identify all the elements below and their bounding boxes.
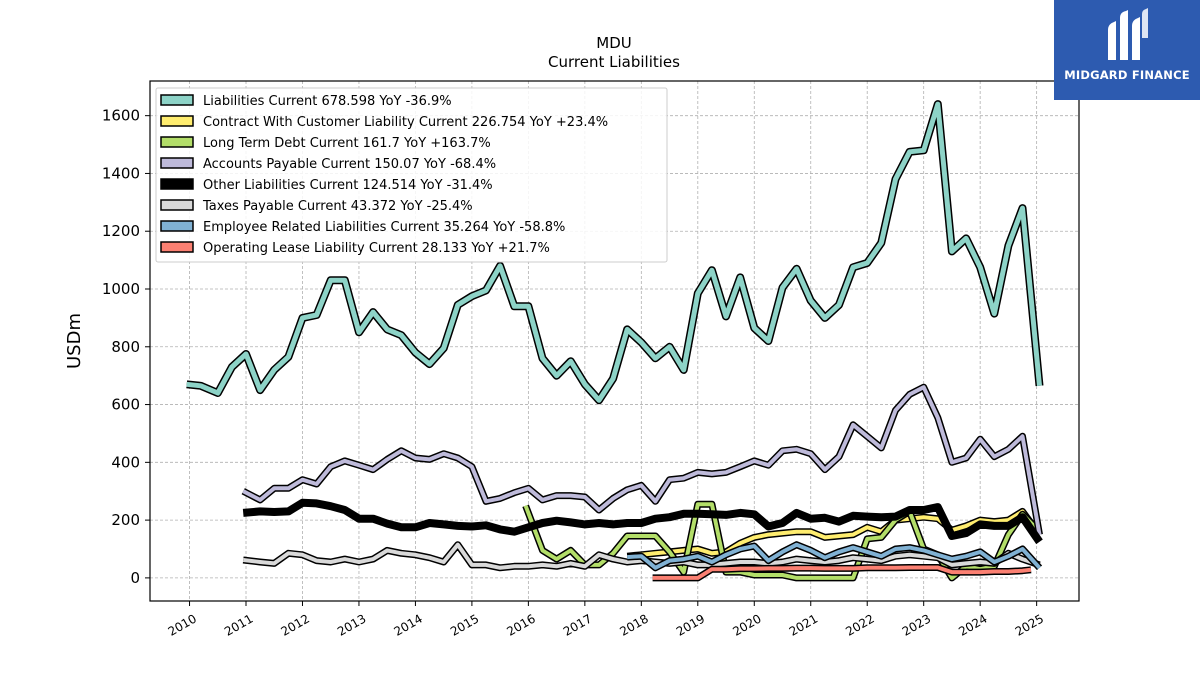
x-tick-label: 2023: [900, 611, 933, 638]
x-tick-label: 2024: [956, 611, 989, 638]
legend-swatch: [160, 115, 194, 127]
series-2-line: [627, 509, 1042, 559]
series-4-line: [242, 385, 1042, 535]
y-tick-label: 1400: [102, 164, 140, 182]
legend-entry: Liabilities Current 678.598 YoY -36.9%: [203, 94, 452, 109]
series-5-line: [242, 498, 1043, 545]
legend-swatch: [160, 241, 194, 253]
x-tick-label: 2025: [1013, 611, 1046, 638]
y-axis: 0 200 400 600 800 1000 1200 1400 1600: [102, 107, 150, 587]
y-tick-label: 800: [111, 338, 140, 356]
chart-title: MDU: [596, 34, 631, 52]
series-1-group: [186, 100, 1044, 405]
x-tick-label: 2021: [787, 611, 820, 638]
legend-swatch: [160, 199, 194, 211]
x-tick-label: 2018: [617, 611, 650, 638]
legend-entry: Employee Related Liabilities Current 35.…: [203, 220, 565, 235]
chart-subtitle: Current Liabilities: [548, 53, 680, 71]
x-tick-label: 2015: [448, 611, 481, 638]
series-5-group: [242, 498, 1043, 545]
legend: Liabilities Current 678.598 YoY -36.9% Co…: [155, 87, 668, 263]
y-tick-label: 1200: [102, 222, 140, 240]
series-7-line: [627, 542, 1041, 570]
legend-swatch: [160, 94, 194, 106]
series-4-group: [241, 383, 1043, 536]
midgard-finance-logo: MIDGARD FINANCE: [1054, 0, 1200, 100]
x-tick-label: 2011: [222, 611, 255, 638]
series-3-line: [523, 502, 1041, 580]
x-axis: 2010 2011 2012 2013 2014 2015 2016 2017 2018 2019…: [166, 601, 1046, 639]
x-tick-label: 2017: [561, 611, 594, 638]
plot-area-frame: [149, 80, 1080, 602]
x-tick-label: 2019: [674, 611, 707, 638]
legend-swatch: [160, 178, 194, 190]
series-2-group: [626, 507, 1043, 560]
series-1-line: [186, 101, 1042, 403]
y-tick-label: 1600: [102, 107, 140, 125]
legend-swatch: [160, 157, 194, 169]
legend-swatch: [160, 136, 194, 148]
legend-entry: Other Liabilities Current 124.514 YoY -3…: [203, 178, 493, 193]
x-tick-label: 2010: [166, 611, 199, 638]
series-7-group: [626, 541, 1043, 572]
logo-brand-text: MIDGARD FINANCE: [1064, 68, 1190, 82]
x-tick-label: 2022: [843, 611, 876, 638]
y-axis-label: USDm: [64, 313, 85, 369]
legend-entry: Operating Lease Liability Current 28.133…: [203, 241, 550, 256]
legend-entry: Long Term Debt Current 161.7 YoY +163.7%: [203, 136, 491, 151]
legend-entry: Contract With Customer Liability Current…: [203, 115, 608, 130]
series-layer: [186, 100, 1044, 582]
legend-entry: Taxes Payable Current 43.372 YoY -25.4%: [202, 199, 473, 214]
y-tick-label: 1000: [102, 280, 140, 298]
y-tick-label: 600: [111, 396, 140, 414]
x-tick-label: 2020: [730, 611, 763, 638]
x-tick-label: 2014: [391, 611, 424, 638]
y-tick-label: 200: [111, 511, 140, 529]
legend-swatch: [160, 220, 194, 232]
series-3-group: [522, 500, 1043, 582]
midgard-logo-icon: [1108, 8, 1148, 60]
x-tick-label: 2012: [279, 611, 312, 638]
y-tick-label: 400: [111, 453, 140, 471]
legend-box: [155, 87, 668, 263]
x-tick-label: 2016: [504, 611, 537, 638]
x-tick-label: 2013: [335, 611, 368, 638]
series-8-group: [652, 564, 1032, 582]
series-8-line: [652, 565, 1032, 580]
legend-entry: Accounts Payable Current 150.07 YoY -68.…: [203, 157, 496, 172]
y-tick-label: 0: [130, 569, 140, 587]
